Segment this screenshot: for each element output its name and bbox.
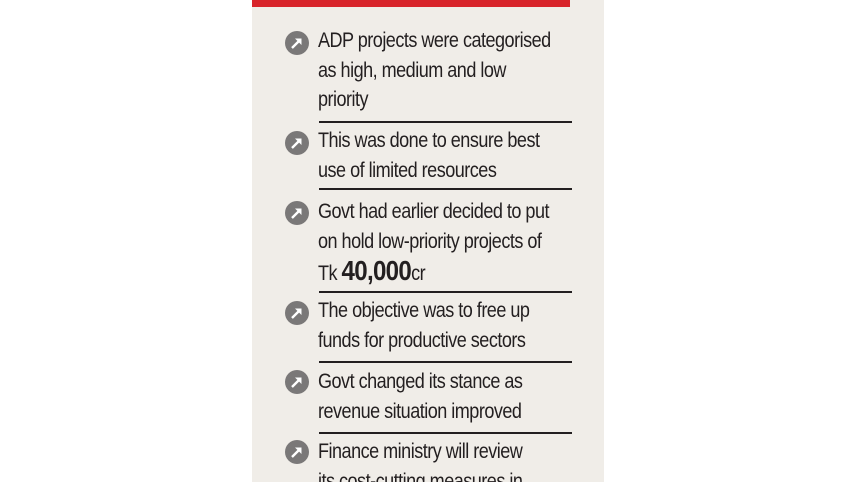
list-item-line: funds for productive sectors	[318, 328, 526, 352]
list-item-line: revenue situation improved	[318, 399, 522, 423]
item-divider	[319, 291, 572, 293]
list-item-line: use of limited resources	[318, 158, 497, 182]
arrow-up-right-circle-icon	[285, 301, 309, 325]
amount-prefix: Tk	[318, 262, 342, 285]
amount-line: Tk 40,000cr	[318, 256, 559, 289]
list-item-line: on hold low-priority projects of	[318, 229, 542, 253]
infographic-panel: ADP projects were categorised as high, m…	[252, 0, 604, 482]
list-item-line: Govt had earlier decided to put	[318, 200, 550, 223]
list-item-text: The objective was to free up funds for p…	[318, 296, 559, 355]
list-item-text: Govt had earlier decided to put on hold …	[318, 197, 559, 289]
item-divider	[319, 432, 572, 434]
item-divider	[319, 188, 572, 190]
list-item-line: ADP projects were categorised	[318, 29, 551, 52]
arrow-up-right-circle-icon	[285, 201, 309, 225]
arrow-up-right-circle-icon	[285, 31, 309, 55]
header-accent-tip	[570, 0, 580, 7]
list-item-line: its cost-cutting measures in	[318, 469, 523, 482]
list-item-line: Govt changed its stance as	[318, 370, 523, 393]
arrow-up-right-circle-icon	[285, 131, 309, 155]
list-item-line: priority	[318, 88, 369, 111]
header-accent-bar	[252, 0, 570, 7]
amount-suffix: cr	[411, 262, 426, 285]
arrow-up-right-circle-icon	[285, 440, 309, 464]
amount-value: 40,000	[341, 255, 412, 286]
list-item-line: as high, medium and low	[318, 58, 506, 82]
list-item-line: Finance ministry will review	[318, 440, 523, 463]
list-item-text: Govt changed its stance as revenue situa…	[318, 367, 559, 426]
item-divider	[319, 121, 572, 123]
list-item-text: Finance ministry will review its cost-cu…	[318, 437, 559, 482]
list-item-line: The objective was to free up	[318, 299, 530, 322]
list-item-text: ADP projects were categorised as high, m…	[318, 26, 559, 115]
list-item-line: This was done to ensure best	[318, 129, 540, 152]
arrow-up-right-circle-icon	[285, 370, 309, 394]
item-divider	[319, 361, 572, 363]
list-item-text: This was done to ensure best use of limi…	[318, 126, 559, 185]
